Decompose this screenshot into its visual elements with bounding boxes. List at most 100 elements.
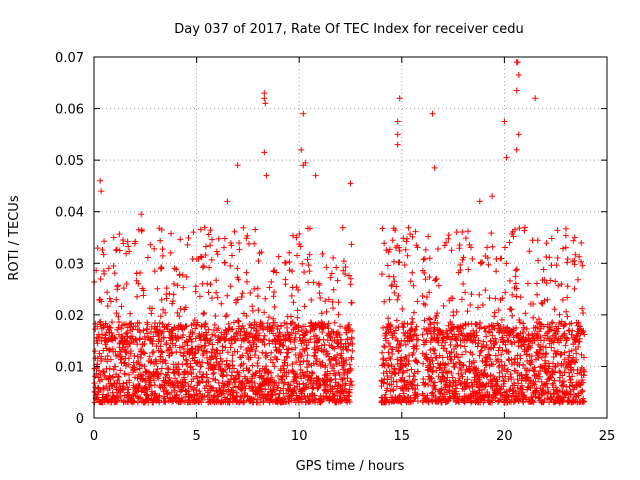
data-point [442,361,449,368]
data-point [137,328,144,335]
data-point [509,312,516,319]
data-point [484,255,491,262]
data-point [400,368,407,375]
data-point [174,309,181,316]
data-point [227,239,234,246]
data-point [251,240,258,247]
data-point [550,380,557,387]
data-point [221,235,228,242]
data-point [118,353,125,360]
data-point [115,318,122,325]
data-point [395,292,402,299]
data-point [215,393,222,400]
data-point [429,357,436,364]
data-point [213,347,220,354]
data-point [405,360,412,367]
data-point [295,324,302,331]
data-point [285,345,292,352]
data-point [125,355,132,362]
data-point [580,372,587,379]
data-point [129,333,136,340]
data-point [135,280,142,287]
data-point [284,362,291,369]
data-point [159,349,166,356]
data-point [192,325,199,332]
data-point [328,270,335,277]
data-point [403,238,410,245]
data-point [464,308,471,315]
data-point [104,302,111,309]
data-point [293,284,300,291]
data-point [234,162,241,169]
data-point [492,391,499,398]
data-point [581,368,588,375]
data-point [97,275,104,282]
y-tick-label: 0.01 [55,360,84,375]
data-point [496,374,503,381]
data-point [206,392,213,399]
data-point [385,248,392,255]
data-point [147,382,154,389]
data-point [553,262,560,269]
data-point [224,198,231,205]
data-point [425,381,432,388]
data-point [251,286,258,293]
data-point [208,256,215,263]
data-point [520,320,527,327]
data-point [453,337,460,344]
data-point [112,335,119,342]
data-point [517,352,524,359]
data-point [443,368,450,375]
data-point [105,265,112,272]
data-point [481,325,488,332]
data-point [100,368,107,375]
data-point [115,324,122,331]
x-tick-label: 25 [599,429,616,444]
data-point [273,269,280,276]
data-point [271,319,278,326]
data-point [182,304,189,311]
data-point [133,337,140,344]
data-point [210,384,217,391]
data-point [382,330,389,337]
data-point [252,370,259,377]
data-point [236,373,243,380]
data-point [237,394,244,401]
data-point [105,392,112,399]
data-point [380,343,387,350]
data-point [141,350,148,357]
data-point [573,350,580,357]
data-point [502,341,509,348]
data-point [258,385,265,392]
data-point [411,370,418,377]
data-point [325,320,332,327]
data-point [447,356,454,363]
data-point [469,255,476,262]
data-point [330,286,337,293]
data-point [385,315,392,322]
data-point [106,346,113,353]
data-point [223,357,230,364]
data-point [288,320,295,327]
x-tick-label: 10 [291,429,308,444]
data-point [205,378,212,385]
data-point [262,100,269,107]
data-point [140,292,147,299]
data-point [580,379,587,386]
data-point [94,323,101,330]
data-point [146,383,153,390]
data-point [226,399,233,406]
data-point [538,378,545,385]
data-point [342,343,349,350]
data-point [101,238,108,245]
data-point [94,245,101,252]
data-point [542,381,549,388]
data-point [224,292,231,299]
data-point [151,268,158,275]
data-point [234,317,241,324]
data-point [411,381,418,388]
data-point [522,378,529,385]
data-point [386,354,393,361]
data-point [200,333,207,340]
data-point [294,252,301,259]
